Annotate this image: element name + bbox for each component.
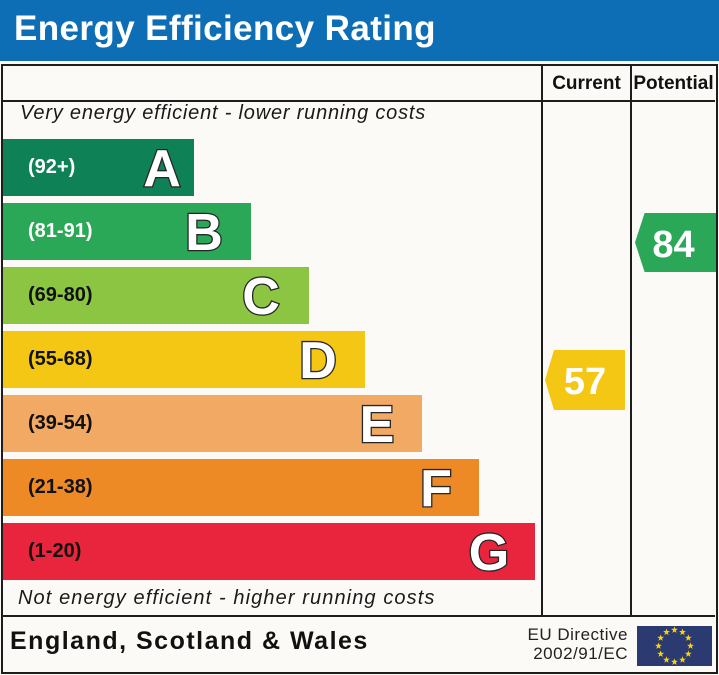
svg-text:57: 57 xyxy=(564,361,606,403)
svg-text:84: 84 xyxy=(652,224,694,266)
